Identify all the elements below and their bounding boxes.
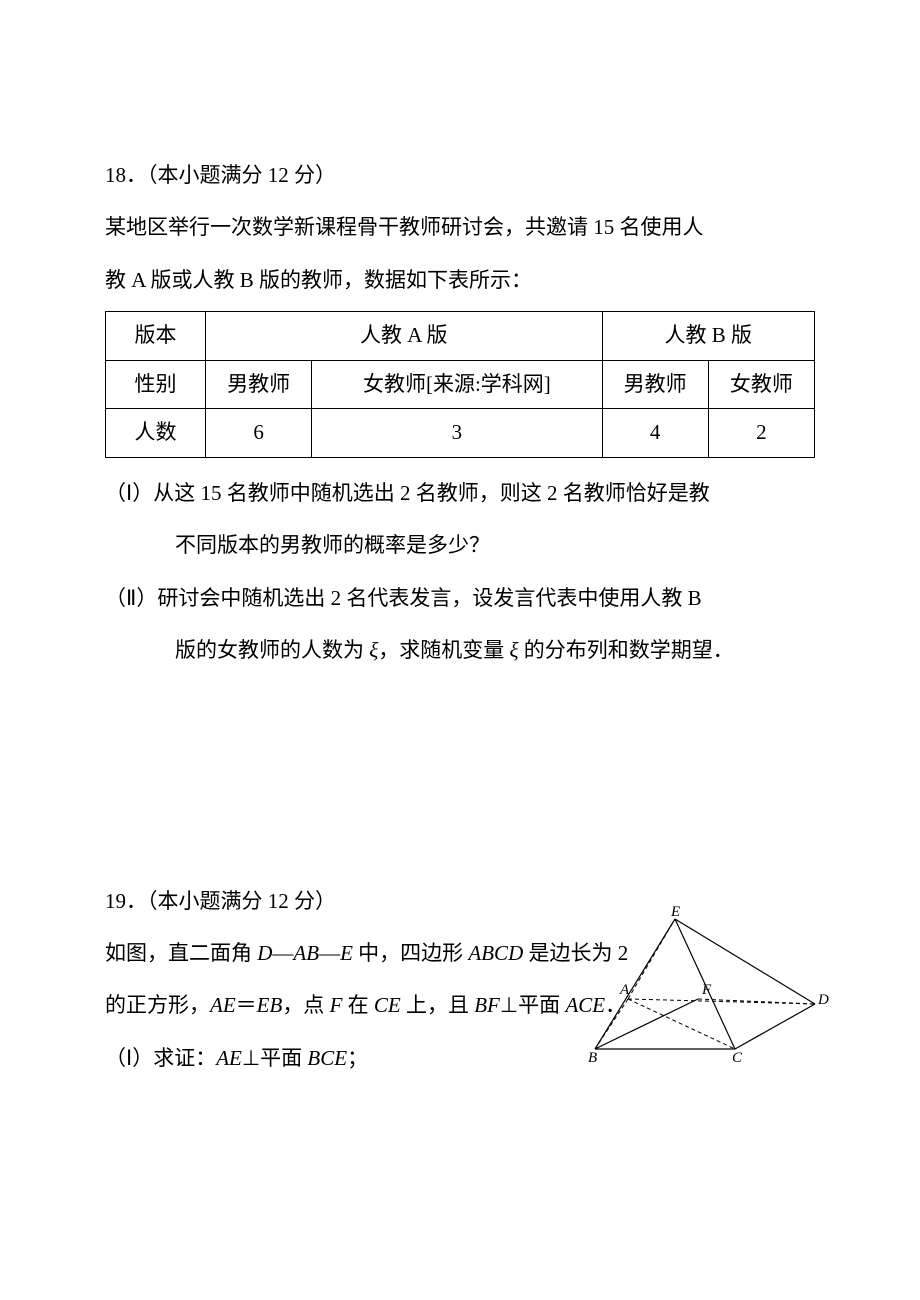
text-span: ，求随机变量 (378, 638, 509, 662)
table-cell: 2 (708, 409, 814, 458)
var-ae: AE (216, 1046, 242, 1070)
table-cell: 男教师 (206, 360, 312, 409)
geometry-figure: A B C D E F (580, 904, 830, 1082)
table-cell: 男教师 (602, 360, 708, 409)
xi-symbol: ξ (369, 638, 378, 662)
label-f: F (701, 982, 712, 998)
var-ab: AB (293, 941, 319, 965)
problem-18-q2-line1: （Ⅱ）研讨会中随机选出 2 名代表发言，设发言代表中使用人教 B (105, 573, 815, 623)
problem-19: 19．（本小题满分 12 分） 如图，直二面角 D—AB—E 中，四边形 ABC… (105, 876, 815, 1086)
table-row: 人数 6 3 4 2 (106, 409, 815, 458)
var-e: E (340, 941, 353, 965)
text-span: 如图，直二面角 (105, 941, 257, 965)
table-cell: 人教 B 版 (602, 312, 814, 361)
data-table: 版本 人教 A 版 人教 B 版 性别 男教师 女教师[来源:学科网] 男教师 … (105, 311, 815, 458)
label-b: B (588, 1050, 597, 1064)
text-span: 版的女教师的人数为 (175, 638, 369, 662)
text-span: — (272, 941, 293, 965)
var-ae: AE (210, 993, 236, 1017)
geometry-svg: A B C D E F (580, 904, 830, 1064)
problem-18: 18．（本小题满分 12 分） 某地区举行一次数学新课程骨干教师研讨会，共邀请 … (105, 150, 815, 676)
var-abcd: ABCD (468, 941, 523, 965)
var-ce: CE (374, 993, 401, 1017)
text-span: 上，且 (401, 993, 475, 1017)
problem-18-header: 18．（本小题满分 12 分） (105, 150, 815, 200)
var-f: F (330, 993, 343, 1017)
var-eb: EB (257, 993, 283, 1017)
text-span: ⊥平面 (500, 993, 566, 1017)
var-bce: BCE (307, 1046, 347, 1070)
edge-ae (628, 919, 675, 999)
text-span: ⊥平面 (242, 1046, 308, 1070)
xi-symbol: ξ (510, 638, 519, 662)
problem-18-q1-line1: （Ⅰ）从这 15 名教师中随机选出 2 名教师，则这 2 名教师恰好是教 (105, 468, 815, 518)
text-span: 的分布列和数学期望． (519, 638, 734, 662)
table-cell: 人教 A 版 (206, 312, 603, 361)
edge-cd (735, 1004, 815, 1049)
label-a: A (619, 982, 630, 998)
problem-18-q2-line2: 版的女教师的人数为 ξ，求随机变量 ξ 的分布列和数学期望． (105, 625, 815, 675)
table-row: 性别 男教师 女教师[来源:学科网] 男教师 女教师 (106, 360, 815, 409)
table-cell: 3 (312, 409, 602, 458)
table-cell: 性别 (106, 360, 206, 409)
text-span: 的正方形， (105, 993, 210, 1017)
label-e: E (670, 904, 680, 920)
table-cell: 女教师[来源:学科网] (312, 360, 602, 409)
text-span: （Ⅰ）求证： (105, 1046, 216, 1070)
text-span: ＝ (236, 993, 257, 1017)
problem-19-body: 如图，直二面角 D—AB—E 中，四边形 ABCD 是边长为 2 的正方形，AE… (105, 928, 815, 1085)
label-d: D (817, 992, 829, 1008)
problem-18-intro-1: 某地区举行一次数学新课程骨干教师研讨会，共邀请 15 名使用人 (105, 202, 815, 252)
label-c: C (732, 1050, 743, 1064)
table-row: 版本 人教 A 版 人教 B 版 (106, 312, 815, 361)
text-span: — (319, 941, 340, 965)
table-cell: 6 (206, 409, 312, 458)
table-cell: 4 (602, 409, 708, 458)
table-cell: 女教师 (708, 360, 814, 409)
text-span: 在 (342, 993, 374, 1017)
text-span: ，点 (282, 993, 329, 1017)
problem-18-intro-2: 教 A 版或人教 B 版的教师，数据如下表所示： (105, 255, 815, 305)
table-cell: 人数 (106, 409, 206, 458)
problem-18-q1-line2: 不同版本的男教师的概率是多少？ (105, 520, 815, 570)
text-span: 中，四边形 (353, 941, 469, 965)
edge-ed (675, 919, 815, 1004)
var-d: D (257, 941, 272, 965)
table-cell: 版本 (106, 312, 206, 361)
var-bf: BF (474, 993, 500, 1017)
text-span: ； (347, 1046, 368, 1070)
